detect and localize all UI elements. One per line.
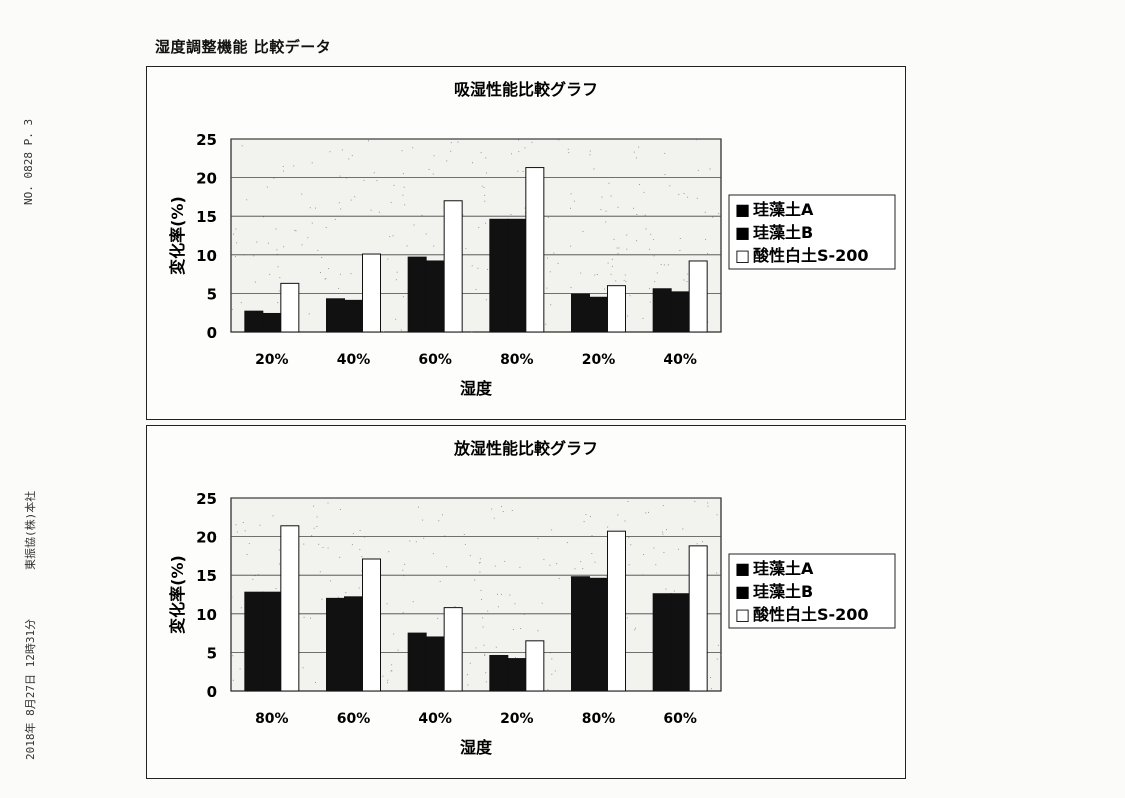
bar-series1 xyxy=(244,591,264,692)
y-tick-label: 0 xyxy=(207,683,217,701)
bar-series3 xyxy=(525,640,545,692)
plot-area xyxy=(230,138,722,333)
y-tick-label: 5 xyxy=(207,644,217,662)
bar-series2 xyxy=(425,636,445,692)
y-tick-label: 25 xyxy=(196,131,217,149)
bar-series1 xyxy=(571,576,590,692)
x-tick-label: 40% xyxy=(418,711,452,727)
y-tick-label: 20 xyxy=(196,170,217,188)
x-axis-label: 湿度 xyxy=(459,379,493,398)
bar-series2 xyxy=(262,312,282,333)
x-axis-label: 湿度 xyxy=(459,738,493,757)
bar-series3 xyxy=(525,167,545,333)
legend-label: 珪藻土B xyxy=(753,223,813,242)
bar-series1 xyxy=(489,654,509,692)
plot-area xyxy=(230,497,722,692)
y-tick-label: 10 xyxy=(196,606,217,624)
bar-series2 xyxy=(344,299,363,333)
legend-swatch-light: □ xyxy=(735,246,750,265)
y-tick-label: 0 xyxy=(207,324,217,342)
legend-label: 酸性白土S-200 xyxy=(753,246,869,265)
bar-series2 xyxy=(425,260,445,333)
x-tick-label: 60% xyxy=(337,711,371,727)
x-tick-label: 20% xyxy=(582,352,616,368)
y-tick-label: 10 xyxy=(196,247,217,265)
legend-swatch-light: □ xyxy=(735,605,750,624)
bar-series2 xyxy=(262,591,282,692)
bar-series1 xyxy=(407,256,427,333)
bar-series3 xyxy=(688,545,708,692)
y-tick-label: 20 xyxy=(196,529,217,547)
bar-series2 xyxy=(507,218,527,333)
x-tick-label: 80% xyxy=(500,352,534,368)
legend-swatch-dark: ■ xyxy=(735,559,750,578)
chart-title: 放湿性能比較グラフ xyxy=(453,439,598,458)
x-tick-label: 60% xyxy=(418,352,452,368)
release-chart-panel: 放湿性能比較グラフ 0 5 10 15 20 25 変化率(%) 80% 60% 40% 20% 80%… xyxy=(146,425,906,779)
absorption-chart: 吸湿性能比較グラフ 0 5 10 15 20 25 変化率(%) 20% 40% 60% 80% 20%… xyxy=(168,80,896,398)
bar-series2 xyxy=(670,291,690,333)
x-tick-label: 20% xyxy=(500,711,534,727)
release-chart: 放湿性能比較グラフ 0 5 10 15 20 25 変化率(%) 80% 60% 40% 20% 80%… xyxy=(168,439,896,757)
y-axis-label: 変化率(%) xyxy=(168,196,187,275)
x-tick-label: 40% xyxy=(663,352,697,368)
bar-series1 xyxy=(326,597,345,692)
legend-swatch-dark: ■ xyxy=(735,200,750,219)
bar-series1 xyxy=(244,310,264,333)
document-title: 湿度調整機能 比較データ xyxy=(155,38,332,56)
x-tick-label: 80% xyxy=(582,711,616,727)
legend-swatch-dark: ■ xyxy=(735,582,750,601)
legend-label: 酸性白土S-200 xyxy=(753,605,869,624)
fax-header-page-number: NO. 0828 P. 3 xyxy=(22,118,35,205)
absorption-chart-panel: 吸湿性能比較グラフ 0 5 10 15 20 25 変化率(%) 20% 40% 60% 80% 20%… xyxy=(146,66,906,420)
bar-series1 xyxy=(571,293,590,333)
bar-series2 xyxy=(344,596,363,692)
bar-series3 xyxy=(607,530,626,692)
bar-series3 xyxy=(362,558,381,692)
y-tick-label: 15 xyxy=(196,208,217,226)
y-tick-label: 25 xyxy=(196,490,217,508)
legend-label: 珪藻土A xyxy=(753,559,814,578)
bar-series3 xyxy=(280,525,300,692)
bar-series1 xyxy=(407,632,427,692)
y-axis-label: 変化率(%) xyxy=(168,555,187,634)
y-tick-label: 5 xyxy=(207,285,217,303)
chart-title: 吸湿性能比較グラフ xyxy=(454,80,598,99)
legend-box xyxy=(728,553,896,629)
bar-series1 xyxy=(652,593,672,692)
bar-series2 xyxy=(589,577,608,692)
bar-series1 xyxy=(489,218,509,333)
bar-series2 xyxy=(589,296,608,333)
x-tick-label: 60% xyxy=(663,711,697,727)
legend-swatch-dark: ■ xyxy=(735,223,750,242)
x-tick-label: 40% xyxy=(337,352,371,368)
legend-label: 珪藻土A xyxy=(753,200,814,219)
bar-series3 xyxy=(362,253,381,333)
bar-series3 xyxy=(688,260,708,333)
bar-series1 xyxy=(326,298,345,333)
x-tick-label: 80% xyxy=(255,711,289,727)
y-tick-label: 15 xyxy=(196,567,217,585)
legend-box xyxy=(728,194,896,270)
fax-header-timestamp: 2018年 8月27日 12時31分 xyxy=(24,618,37,760)
bar-series1 xyxy=(652,288,672,333)
bar-series2 xyxy=(507,658,527,692)
bar-series3 xyxy=(443,200,463,333)
fax-header-sender: 東振協(株)本社 xyxy=(24,490,37,570)
x-tick-label: 20% xyxy=(255,352,289,368)
legend-label: 珪藻土B xyxy=(753,582,813,601)
bar-series3 xyxy=(280,282,300,333)
bar-series2 xyxy=(670,593,690,692)
bar-series3 xyxy=(607,285,626,333)
bar-series3 xyxy=(443,607,463,692)
